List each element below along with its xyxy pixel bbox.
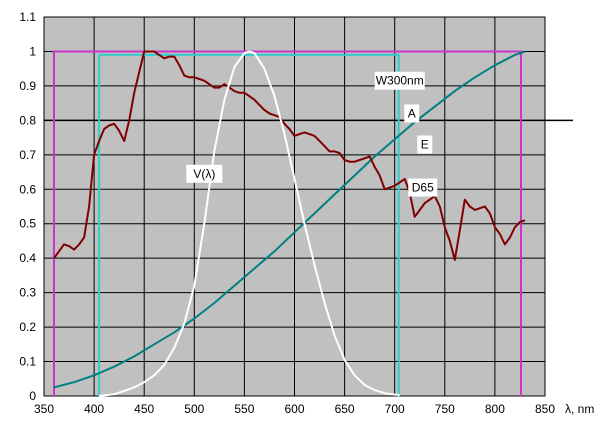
x-tick-label: 800	[485, 402, 505, 416]
series-line-2	[53, 50, 526, 389]
series-line-0	[53, 50, 522, 397]
series-label-2: A	[404, 104, 420, 123]
series-line-1	[98, 53, 400, 397]
series-label-0: E	[417, 135, 433, 154]
y-tick-label: 0.9	[19, 79, 36, 93]
series-label-box	[374, 71, 425, 90]
y-tick-label: 1.1	[19, 10, 36, 24]
y-tick-label: 0.6	[19, 182, 36, 196]
x-tick-label: 650	[335, 402, 355, 416]
x-tick-label: 600	[284, 402, 304, 416]
x-tick-label: 500	[184, 402, 204, 416]
series-label-text: D65	[412, 181, 434, 195]
series-label-text: A	[408, 106, 416, 120]
series-label-4: V(λ)	[186, 164, 223, 183]
series-label-text: E	[421, 137, 429, 151]
series-label-box	[417, 135, 433, 154]
series-label-box	[404, 104, 420, 123]
x-tick-label: 700	[385, 402, 405, 416]
x-tick-label: 350	[34, 402, 54, 416]
y-tick-label: 0.8	[19, 113, 36, 127]
y-tick-label: 0.5	[19, 217, 36, 231]
series-label-3: D65	[408, 178, 438, 197]
x-axis-ticks: 350 400 450 500 550 600 650 700 750 800 850	[34, 402, 555, 416]
y-tick-label: 1	[29, 44, 36, 58]
series-group	[53, 50, 526, 397]
x-axis-label: λ, nm	[565, 402, 594, 416]
y-tick-label: 0.1	[19, 355, 36, 369]
series-line-3	[53, 50, 526, 261]
series-label-text: W300nm	[376, 74, 424, 88]
x-tick-label: 750	[435, 402, 455, 416]
y-tick-label: 0	[29, 389, 36, 403]
x-tick-label: 450	[134, 402, 154, 416]
y-tick-label: 0.4	[19, 251, 36, 265]
x-tick-label: 850	[535, 402, 555, 416]
series-label-1: W300nm	[374, 71, 425, 90]
x-tick-label: 400	[84, 402, 104, 416]
series-label-box	[186, 164, 223, 183]
y-tick-label: 0.3	[19, 286, 36, 300]
series-label-text: V(λ)	[193, 167, 215, 181]
y-axis-ticks: 0 0.1 0.2 0.3 0.4 0.5 0.6 0.7 0.8 0.9 1 1.1	[19, 10, 36, 403]
x-tick-label: 550	[234, 402, 254, 416]
series-label-box	[408, 178, 438, 197]
series-labels: E W300nm A D65 V(λ)	[186, 71, 438, 197]
series-line-4	[98, 50, 400, 397]
y-tick-label: 0.7	[19, 148, 36, 162]
y-tick-label: 0.2	[19, 320, 36, 334]
